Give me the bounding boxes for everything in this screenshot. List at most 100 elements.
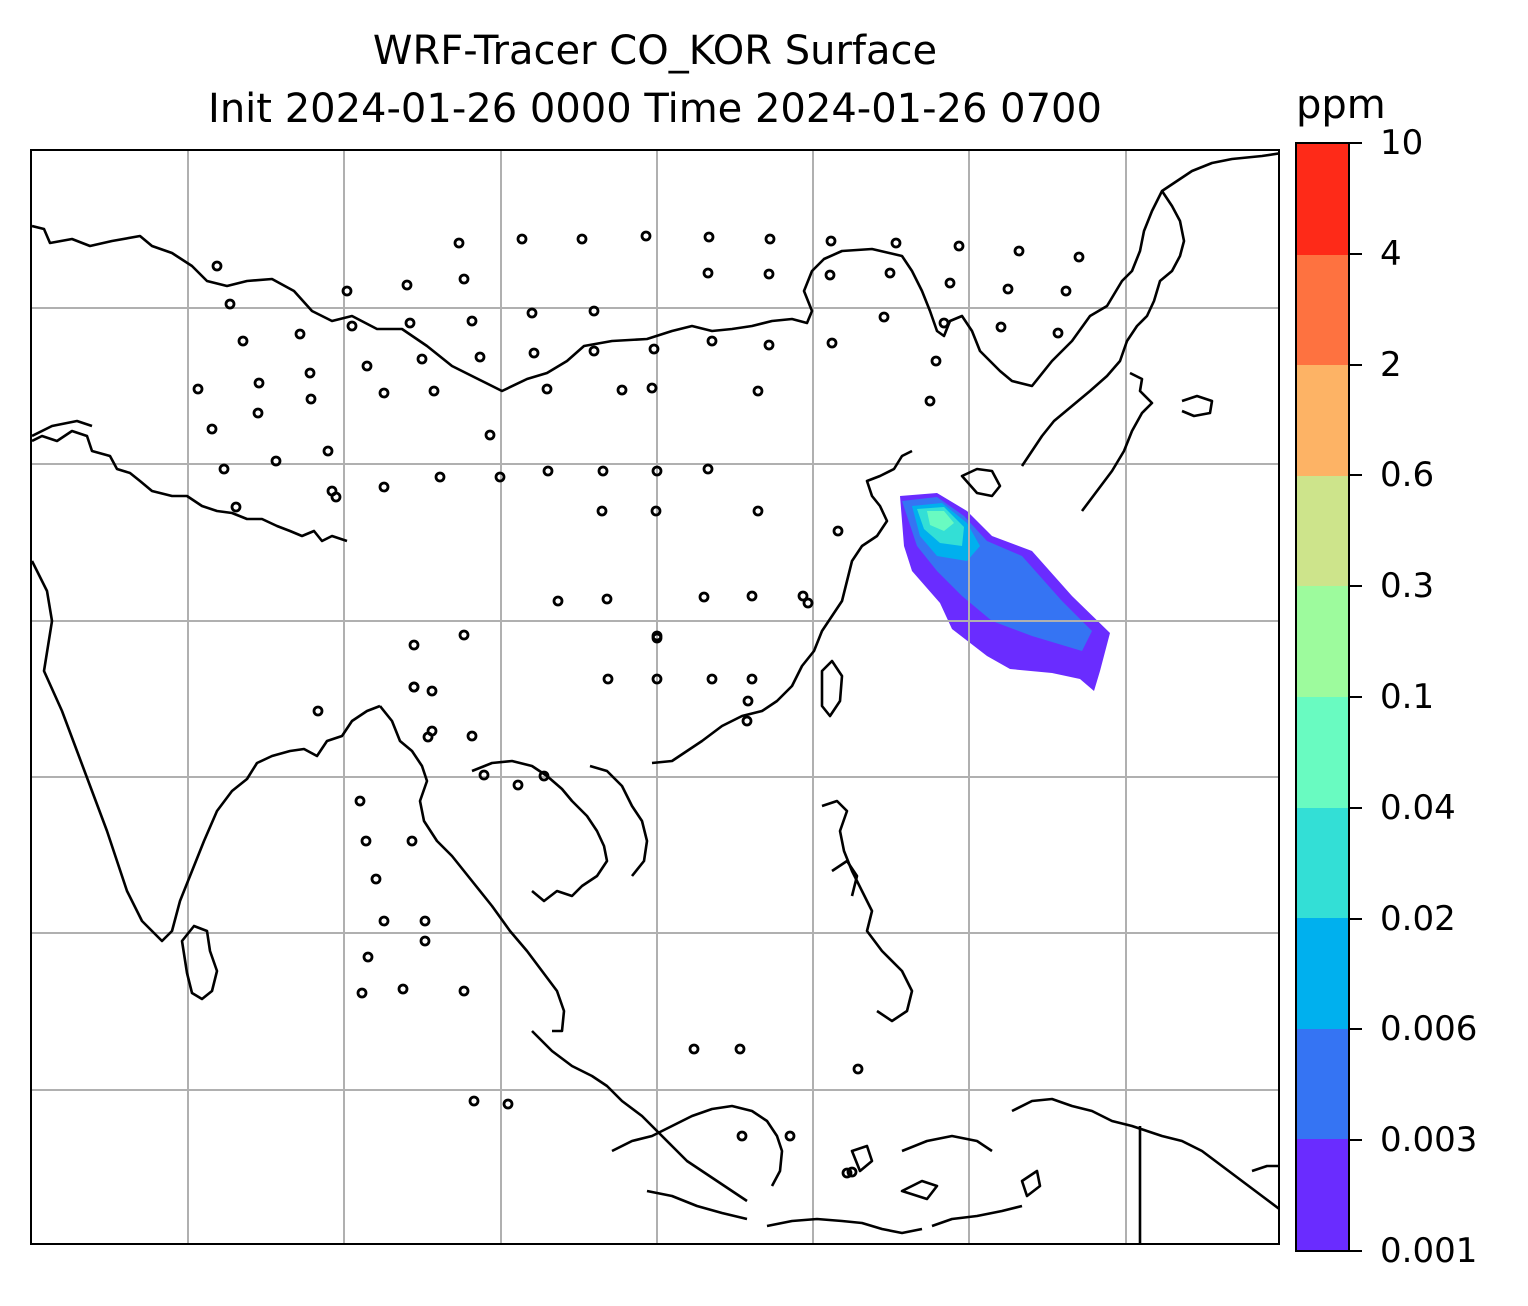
- colorbar-tick-label: 0.02: [1380, 898, 1456, 939]
- gridlines: [32, 151, 1278, 1243]
- calm-wind-circle-icon: [330, 491, 342, 503]
- co-plume: [900, 493, 1110, 691]
- colorbar-tick-label: 0.3: [1380, 566, 1435, 607]
- calm-wind-circle-icon: [528, 347, 540, 359]
- calm-wind-circle-icon: [484, 429, 496, 441]
- coastline-icon: [32, 152, 1278, 1243]
- calm-wind-circle-icon: [826, 337, 838, 349]
- calm-wind-circle-icon: [322, 445, 334, 457]
- calm-wind-circle-icon: [192, 383, 204, 395]
- coastline-segment: [1011, 1097, 1278, 1210]
- calm-wind-circle-icon: [378, 387, 390, 399]
- calm-wind-circle-icon: [763, 339, 775, 351]
- calm-wind-circle-icon: [602, 673, 614, 685]
- calm-wind-circle-icon: [370, 873, 382, 885]
- colorbar-segment: [1297, 1028, 1348, 1140]
- calm-wind-circle-icon: [890, 237, 902, 249]
- colorbar-tick-label: 0.04: [1380, 787, 1456, 828]
- calm-wind-circle-icon: [206, 423, 218, 435]
- calm-wind-circle-icon: [752, 385, 764, 397]
- colorbar-tick-label: 0.6: [1380, 455, 1435, 496]
- coastline-segment: [831, 859, 859, 897]
- calm-wind-circle-icon: [706, 335, 718, 347]
- coastline-segment: [820, 659, 844, 718]
- map-title: WRF-Tracer CO_KOR Surface: [372, 28, 938, 74]
- colorbar-tick: [1350, 1028, 1362, 1031]
- calm-wind-circle-icon: [802, 597, 814, 609]
- calm-wind-circle-icon: [763, 268, 775, 280]
- calm-wind-circle-icon: [526, 307, 538, 319]
- coastline-segment: [960, 467, 1002, 498]
- colorbar-segment: [1297, 254, 1348, 366]
- coastline-segment: [1181, 394, 1214, 418]
- coastline-segment: [1080, 371, 1154, 512]
- calm-wind-circle-icon: [640, 230, 652, 242]
- calm-wind-circle-icon: [588, 345, 600, 357]
- wind-barbs: [192, 230, 1085, 1179]
- colorbar-segment: [1297, 144, 1348, 255]
- calm-wind-circle-icon: [944, 277, 956, 289]
- coastline-segment: [378, 705, 566, 1033]
- coastline-segment: [611, 1104, 784, 1187]
- coastline-segment: [651, 449, 913, 765]
- colorbar-tick-label: 0.003: [1380, 1120, 1478, 1161]
- coastline-segment: [850, 1144, 874, 1173]
- calm-wind-circle-icon: [237, 335, 249, 347]
- map-canvas: [32, 151, 1278, 1243]
- colorbar-tick: [1350, 917, 1362, 920]
- calm-wind-circle-icon: [468, 1095, 480, 1107]
- calm-wind-circle-icon: [924, 395, 936, 407]
- calm-wind-circle-icon: [401, 279, 413, 291]
- calm-wind-circle-icon: [878, 311, 890, 323]
- calm-wind-circle-icon: [702, 463, 714, 475]
- calm-wind-circle-icon: [1060, 285, 1072, 297]
- coastline-segment: [766, 1217, 923, 1235]
- colorbar-segment: [1297, 475, 1348, 587]
- calm-wind-circle-icon: [541, 383, 553, 395]
- colorbar-tick-label: 0.006: [1380, 1009, 1478, 1050]
- calm-wind-circle-icon: [651, 630, 663, 642]
- colorbar-segment: [1297, 807, 1348, 919]
- calm-wind-circle-icon: [953, 240, 965, 252]
- calm-wind-circle-icon: [458, 273, 470, 285]
- colorbar-tick-label: 2: [1380, 344, 1402, 385]
- calm-wind-circle-icon: [601, 593, 613, 605]
- colorbar-tick-label: 10: [1380, 123, 1424, 163]
- calm-wind-circle-icon: [408, 639, 420, 651]
- calm-wind-circle-icon: [230, 501, 242, 513]
- calm-wind-circle-icon: [841, 1167, 853, 1179]
- calm-wind-circle-icon: [478, 769, 490, 781]
- calm-wind-circle-icon: [706, 673, 718, 685]
- calm-wind-circle-icon: [764, 233, 776, 245]
- map-panel: [30, 149, 1280, 1245]
- colorbar-segment: [1297, 918, 1348, 1029]
- calm-wind-circle-icon: [752, 505, 764, 517]
- coastline-segment: [821, 799, 914, 1023]
- colorbar-tick: [1350, 696, 1362, 698]
- calm-wind-circle-icon: [702, 267, 714, 279]
- calm-wind-circle-icon: [597, 465, 609, 477]
- coastline-segment: [646, 1189, 748, 1221]
- calm-wind-circle-icon: [542, 465, 554, 477]
- coastline-segment: [1251, 1164, 1278, 1173]
- calm-wind-circle-icon: [746, 590, 758, 602]
- colorbar-tick: [1350, 363, 1362, 366]
- calm-wind-circle-icon: [703, 231, 715, 243]
- calm-wind-circle-icon: [1052, 327, 1064, 339]
- calm-wind-circle-icon: [884, 267, 896, 279]
- calm-wind-circle-icon: [832, 525, 844, 537]
- coastline-segment: [531, 1030, 748, 1203]
- calm-wind-circle-icon: [742, 695, 754, 707]
- calm-wind-circle-icon: [474, 351, 486, 363]
- calm-wind-circle-icon: [741, 715, 753, 727]
- colorbar-segment: [1297, 697, 1348, 808]
- colorbar-tick: [1350, 1250, 1362, 1252]
- calm-wind-circle-icon: [502, 1098, 514, 1110]
- coastline-segment: [32, 560, 381, 943]
- calm-wind-circle-icon: [797, 590, 809, 602]
- calm-wind-circle-icon: [426, 725, 438, 737]
- calm-wind-circle-icon: [538, 770, 550, 782]
- calm-wind-circle-icon: [304, 367, 316, 379]
- calm-wind-circle-icon: [995, 321, 1007, 333]
- coastline-segment: [180, 924, 219, 1001]
